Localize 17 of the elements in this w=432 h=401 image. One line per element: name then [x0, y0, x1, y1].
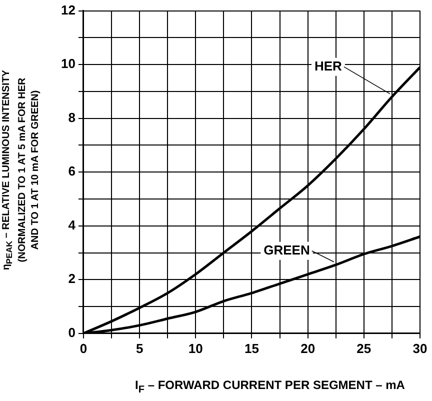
text: HER: [314, 58, 343, 74]
y-tick-label: 2: [68, 271, 76, 286]
x-tick-label: 30: [412, 340, 428, 356]
y-tick-label: 4: [68, 217, 76, 232]
x-tick-label: 25: [356, 340, 372, 356]
x-tick-label: 10: [188, 340, 203, 356]
x-tick-label: 0: [80, 340, 88, 356]
x-tick-label: 20: [300, 340, 316, 356]
y-tick-label: 10: [60, 56, 76, 72]
y-tick-label: 6: [68, 164, 76, 179]
x-tick-label: 5: [136, 340, 144, 356]
x-tick-label: 15: [244, 340, 259, 356]
y-tick-label: 0: [68, 324, 76, 340]
y-tick-label: 12: [60, 2, 76, 18]
legend-label: GREEN: [264, 242, 310, 258]
x-axis-title: I$_{F}$ – FORWARD CURRENT PER SEGMENT – mA: [134, 378, 406, 396]
y-tick-label: 8: [68, 110, 76, 125]
